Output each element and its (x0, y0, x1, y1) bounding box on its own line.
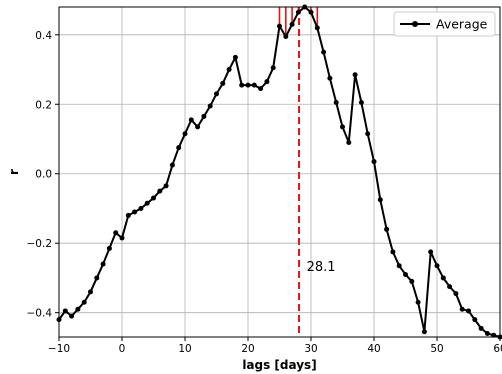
data-point (258, 86, 264, 92)
plot-frame (58, 6, 501, 338)
y-tick-label: −0.4 (27, 308, 53, 320)
data-point (207, 103, 213, 109)
data-point (226, 67, 232, 73)
data-point (106, 245, 112, 251)
legend-marker (412, 21, 418, 27)
data-point (119, 235, 125, 241)
data-point (295, 9, 301, 15)
annotation-label: 28.1 (307, 260, 336, 275)
data-point (88, 289, 93, 295)
data-point (113, 230, 119, 236)
data-point (69, 313, 75, 319)
data-point (270, 65, 276, 71)
data-point (157, 188, 163, 194)
y-tick-label: 0.2 (35, 99, 52, 111)
data-point (308, 9, 314, 15)
x-tick-label: 30 (304, 343, 317, 355)
data-point (151, 195, 156, 201)
data-point (277, 23, 282, 29)
data-point (264, 79, 270, 85)
data-point (125, 212, 131, 218)
data-point (75, 306, 81, 312)
y-axis-label: r (7, 169, 21, 175)
legend-label-average: Average (436, 17, 488, 32)
y-tick-label: 0.4 (35, 30, 52, 42)
data-point (421, 329, 427, 335)
data-point (232, 54, 238, 60)
series-average (56, 4, 502, 340)
data-point (346, 139, 352, 145)
data-point (239, 82, 245, 88)
data-point (245, 82, 251, 88)
x-tick-label: 40 (367, 343, 380, 355)
data-point (358, 100, 364, 106)
series-line (58, 6, 501, 338)
x-tick-label: 10 (178, 343, 191, 355)
data-point (453, 291, 459, 297)
data-point (81, 299, 87, 305)
legend: Average (393, 11, 496, 37)
data-point (220, 80, 226, 86)
data-point (384, 226, 390, 232)
x-tick-label: 0 (119, 343, 126, 355)
x-tick-label: 60 (493, 343, 502, 355)
data-point (94, 275, 100, 281)
data-point (365, 131, 371, 137)
y-ticks: −0.4 −0.2 0.0 0.2 0.4 (27, 30, 59, 320)
data-point (169, 162, 175, 168)
data-point (371, 159, 377, 165)
x-tick-label: 50 (430, 343, 443, 355)
data-point (176, 145, 182, 151)
data-point (403, 271, 408, 277)
data-point (377, 197, 383, 203)
x-tick-label: 20 (241, 343, 254, 355)
data-point (283, 34, 289, 40)
data-point (251, 82, 257, 88)
data-point (434, 263, 440, 269)
x-tick-label: −10 (48, 343, 70, 355)
data-point (214, 91, 219, 97)
data-point (459, 306, 465, 312)
data-point (466, 308, 471, 314)
data-point (340, 124, 345, 130)
data-point (314, 25, 320, 31)
data-point (415, 299, 421, 305)
data-point (440, 275, 446, 281)
x-axis-label: lags [days] (242, 358, 316, 372)
data-point (100, 261, 106, 267)
data-point (472, 317, 478, 323)
data-point (321, 49, 327, 55)
data-point (163, 183, 169, 189)
data-point (144, 200, 150, 206)
data-point (62, 308, 68, 314)
data-point (396, 263, 402, 269)
data-point (327, 75, 333, 81)
data-point (195, 124, 201, 130)
legend-box (393, 11, 496, 37)
x-ticks: −10 0 10 20 30 40 50 60 (48, 337, 502, 355)
y-tick-label: 0.0 (35, 169, 52, 181)
data-point (409, 278, 415, 284)
data-point (132, 209, 138, 215)
data-point (182, 131, 188, 137)
data-point (289, 21, 295, 27)
data-point (188, 117, 194, 123)
data-point (484, 331, 490, 337)
data-point (447, 284, 453, 290)
y-tick-label: −0.2 (27, 238, 53, 250)
data-point (138, 205, 144, 211)
data-point (333, 100, 339, 106)
data-point (201, 113, 207, 119)
grid (58, 7, 501, 337)
data-point (478, 325, 484, 331)
data-point (428, 249, 434, 255)
data-point (352, 72, 358, 78)
data-point (390, 249, 396, 255)
